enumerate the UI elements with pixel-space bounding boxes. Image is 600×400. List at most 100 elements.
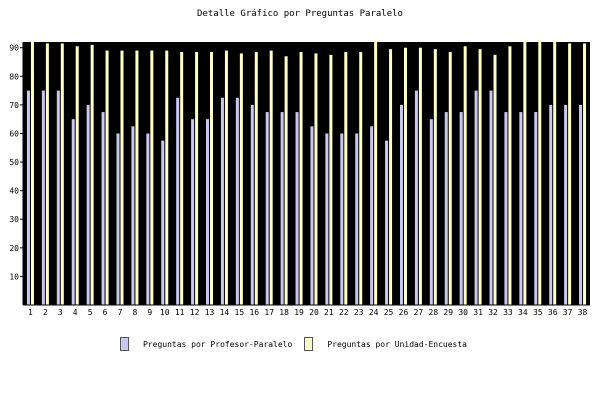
x-tick-label-35: 35 [533, 308, 543, 317]
bar-s2-15 [239, 53, 243, 306]
bar-s1-23 [355, 133, 359, 305]
bar-s1-32 [489, 90, 493, 305]
legend: Preguntas por Profesor-Paralelo Pregunta… [120, 336, 479, 352]
bar-s1-33 [504, 112, 508, 305]
bar-s1-13 [206, 119, 210, 306]
y-tick-label-60: 60 [9, 129, 19, 138]
bar-s2-29 [448, 52, 452, 306]
bar-s2-23 [359, 52, 363, 306]
bar-s1-8 [131, 126, 135, 305]
bar-s2-7 [120, 50, 124, 305]
x-tick-label-30: 30 [458, 308, 468, 317]
bar-s2-27 [418, 47, 422, 305]
x-tick-label-15: 15 [235, 308, 245, 317]
chart-title: Detalle Gráfico por Preguntas Paralelo [197, 9, 403, 19]
bar-s2-1 [30, 42, 34, 305]
bar-s1-14 [220, 97, 224, 306]
x-tick-label-36: 36 [548, 308, 558, 317]
bar-s1-3 [56, 90, 60, 305]
bar-s2-22 [344, 52, 348, 306]
y-tick-label-80: 80 [9, 72, 19, 81]
x-tick-label-31: 31 [473, 308, 483, 317]
x-tick-label-3: 3 [58, 308, 63, 317]
y-tick-label-50: 50 [9, 158, 19, 167]
x-tick-label-9: 9 [147, 308, 152, 317]
bar-s1-27 [414, 90, 418, 305]
bar-s1-31 [474, 90, 478, 305]
bar-s2-11 [180, 52, 184, 306]
bar-s1-21 [325, 133, 329, 305]
x-tick-label-10: 10 [160, 308, 170, 317]
bar-s2-13 [210, 52, 214, 306]
x-tick-label-5: 5 [88, 308, 93, 317]
bar-s2-8 [135, 50, 139, 305]
x-tick-label-6: 6 [103, 308, 108, 317]
bar-s2-6 [105, 50, 109, 305]
bar-s2-20 [314, 53, 318, 306]
bar-s2-10 [165, 50, 169, 305]
legend-entry-unidad: Preguntas por Unidad-Encuesta [304, 337, 467, 351]
bar-s1-9 [146, 133, 150, 305]
bar-s1-25 [385, 140, 389, 306]
bar-s2-25 [389, 49, 393, 306]
x-tick-label-18: 18 [279, 308, 289, 317]
x-tick-label-4: 4 [73, 308, 78, 317]
y-tick-label-40: 40 [9, 187, 19, 196]
x-axis: 1 2 3 4 5 6 7 8 9 10 11 12 13 14 15 16 17 18 19 20 21 22 23 24 2… [23, 304, 590, 317]
bar-s1-30 [459, 112, 463, 305]
x-tick-label-11: 11 [175, 308, 185, 317]
bar-s1-6 [101, 112, 105, 305]
bar-s2-4 [75, 46, 79, 305]
bar-s1-16 [250, 104, 254, 305]
y-tick-label-20: 20 [9, 244, 19, 253]
x-tick-label-16: 16 [249, 308, 259, 317]
bar-s1-18 [280, 112, 284, 305]
bar-s2-3 [60, 43, 64, 306]
x-tick-label-32: 32 [488, 308, 498, 317]
y-tick-label-10: 10 [9, 272, 19, 281]
x-tick-label-26: 26 [399, 308, 409, 317]
legend-swatch-unidad [304, 337, 314, 351]
bar-s2-30 [463, 46, 467, 305]
bar-s2-38 [583, 43, 587, 306]
bar-s2-34 [523, 40, 527, 305]
bar-s2-18 [284, 56, 288, 305]
bar-s1-7 [116, 133, 120, 305]
bar-s2-12 [195, 52, 199, 306]
x-tick-label-2: 2 [43, 308, 48, 317]
bar-s1-17 [265, 112, 269, 305]
bar-s2-5 [90, 44, 94, 306]
x-tick-label-19: 19 [294, 308, 304, 317]
bar-s2-28 [433, 49, 437, 306]
x-tick-label-34: 34 [518, 308, 528, 317]
bar-s1-15 [235, 97, 239, 306]
bar-s1-29 [444, 112, 448, 305]
bar-s1-20 [310, 126, 314, 305]
x-tick-label-20: 20 [309, 308, 319, 317]
legend-entry-profesor: Preguntas por Profesor-Paralelo [120, 337, 292, 351]
bar-s1-10 [161, 140, 165, 306]
y-tick-label-30: 30 [9, 215, 19, 224]
x-tick-label-24: 24 [369, 308, 379, 317]
x-tick-label-38: 38 [578, 308, 588, 317]
bar-s2-14 [224, 50, 228, 305]
bar-s2-32 [493, 54, 497, 305]
bar-s1-5 [86, 104, 90, 305]
x-tick-label-14: 14 [220, 308, 230, 317]
legend-label-unidad: Preguntas por Unidad-Encuesta [327, 339, 467, 349]
x-tick-label-22: 22 [339, 308, 349, 317]
x-tick-label-1: 1 [28, 308, 33, 317]
bar-s2-35 [538, 40, 542, 305]
bar-s2-17 [269, 50, 273, 305]
bar-s2-19 [299, 52, 303, 306]
bar-s1-28 [429, 119, 433, 306]
bar-s2-37 [568, 43, 572, 306]
x-tick-label-25: 25 [384, 308, 394, 317]
x-tick-label-17: 17 [264, 308, 274, 317]
bar-s1-2 [41, 90, 45, 305]
bar-s1-11 [176, 97, 180, 306]
bar-s1-19 [295, 112, 299, 305]
x-tick-label-13: 13 [205, 308, 215, 317]
x-tick-label-7: 7 [118, 308, 123, 317]
